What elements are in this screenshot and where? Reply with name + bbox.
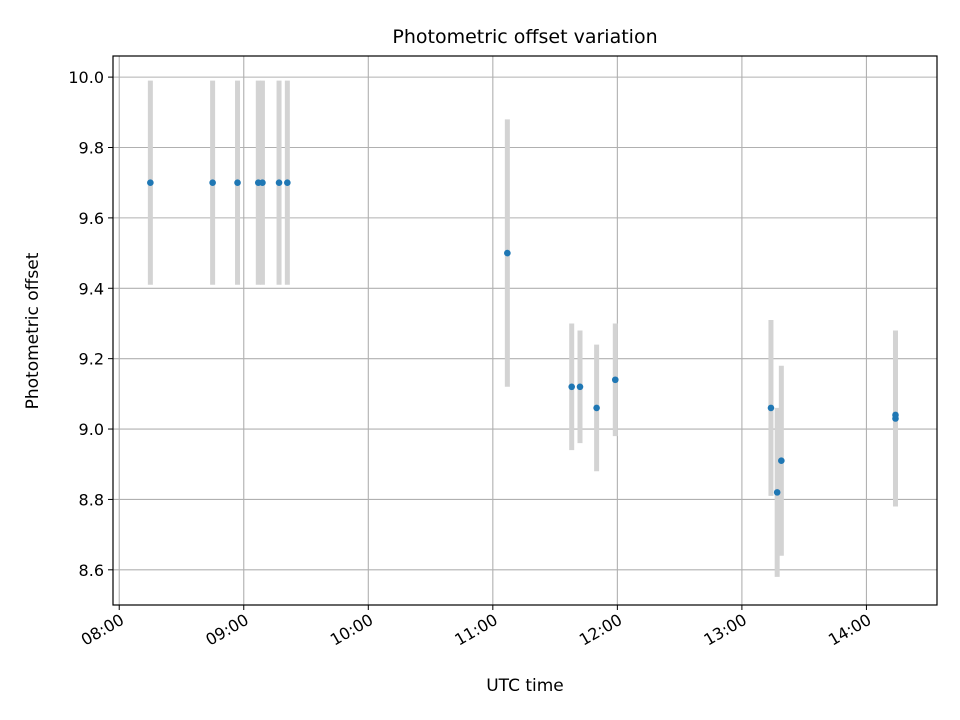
data-point xyxy=(593,404,600,412)
y-tick-label: 9.8 xyxy=(79,139,104,158)
x-tick-label: 12:00 xyxy=(576,610,625,650)
y-axis-label: Photometric offset xyxy=(23,252,43,409)
data-point xyxy=(259,179,266,186)
y-tick-label: 9.0 xyxy=(79,420,104,439)
x-tick-label: 14:00 xyxy=(825,610,874,650)
data-point xyxy=(147,179,154,186)
y-tick-label: 10.0 xyxy=(68,68,104,87)
y-tick-label: 8.8 xyxy=(79,490,104,509)
data-point xyxy=(576,383,584,391)
plot-frame xyxy=(112,55,938,606)
y-tick-label: 9.6 xyxy=(79,209,104,228)
x-axis-ticks: 08:00 09:00 10:00 11:00 12:00 13:00 14:00 xyxy=(78,605,874,650)
data-point xyxy=(284,179,291,186)
data-point xyxy=(568,383,576,391)
x-tick-label: 09:00 xyxy=(202,610,251,650)
data-points xyxy=(147,179,899,496)
error-bars xyxy=(147,80,898,577)
x-tick-label: 13:00 xyxy=(700,610,749,650)
data-point xyxy=(504,249,511,257)
chart-title: Photometric offset variation xyxy=(392,26,657,48)
data-point xyxy=(611,376,619,384)
data-point xyxy=(234,179,241,186)
y-axis-ticks: 8.6 8.8 9.0 9.2 9.4 9.6 9.8 10.0 xyxy=(68,68,113,580)
data-point xyxy=(778,457,785,465)
data-point xyxy=(275,179,283,186)
y-tick-label: 9.2 xyxy=(79,350,104,369)
y-tick-label: 8.6 xyxy=(79,561,104,580)
data-point xyxy=(767,404,775,412)
x-axis-label: UTC time xyxy=(486,676,564,696)
data-point xyxy=(773,489,781,496)
data-point xyxy=(892,411,899,419)
x-tick-label: 08:00 xyxy=(78,610,127,650)
data-point xyxy=(209,179,216,186)
x-tick-label: 10:00 xyxy=(327,610,376,650)
x-tick-label: 11:00 xyxy=(451,610,500,650)
y-tick-label: 9.4 xyxy=(79,279,104,298)
